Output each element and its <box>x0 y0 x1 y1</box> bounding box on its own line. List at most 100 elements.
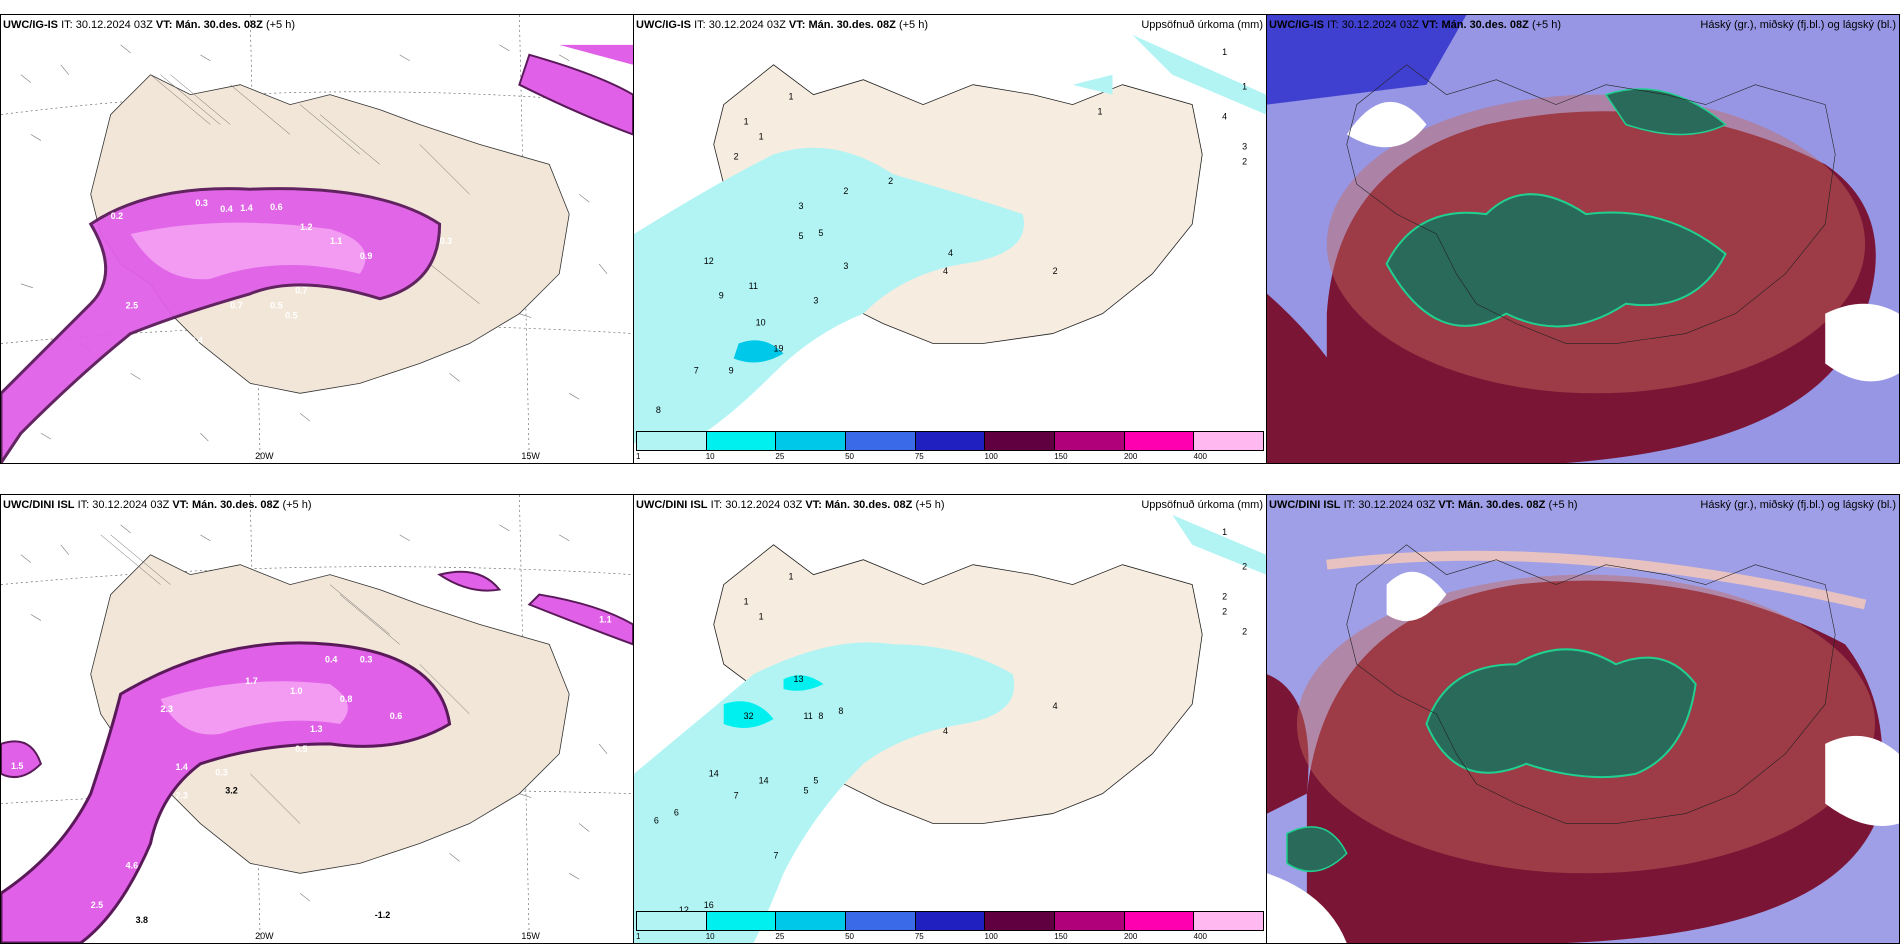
wind-label: 0.2 <box>111 211 123 221</box>
panel-bottom-right: UWC/DINI ISL IT: 30.12.2024 03Z VT: Mán.… <box>1266 494 1900 944</box>
colorbar-tick: 1 <box>636 452 641 461</box>
wind-label: 3.8 <box>136 915 148 925</box>
precip-label: 9 <box>719 291 724 301</box>
precip-label: 2 <box>734 151 739 161</box>
colorbar-tick: 400 <box>1193 932 1208 941</box>
precip-label: 11 <box>803 711 812 721</box>
wind-label: 0.3 <box>215 768 227 778</box>
wind-label: 1.7 <box>245 676 257 686</box>
colorbar-tick: 25 <box>775 932 785 941</box>
precip-label: 5 <box>803 786 808 796</box>
precip-label: 11 <box>749 281 758 291</box>
colorbar-tick: 50 <box>845 932 855 941</box>
wind-label: 0.4 <box>460 112 472 122</box>
precip-label: 1 <box>1098 107 1103 117</box>
panel-top-left: 0.3 0.4 1.4 0.6 1.2 1.1 0.9 0.3 0.7 0.5 … <box>0 14 634 464</box>
precip-label: 1 <box>759 131 764 141</box>
colorbar-segment <box>637 432 707 450</box>
lon-label: 20W <box>255 451 274 461</box>
cloud-cover-map <box>1267 495 1899 943</box>
precip-label: 13 <box>793 674 803 684</box>
lon-label: 15W <box>521 931 540 941</box>
colorbar-segment <box>846 432 916 450</box>
precip-label: 5 <box>813 776 818 786</box>
panel-right-title: Uppsöfnuð úrkoma (mm) <box>1141 19 1263 31</box>
panel-right-title: Háský (gr.), miðský (fj.bl.) og lágský (… <box>1700 499 1896 511</box>
lon-label: 15W <box>521 451 540 461</box>
colorbar-tick: 200 <box>1123 932 1138 941</box>
colorbar-tick: 50 <box>845 452 855 461</box>
wind-label: 1.3 <box>310 724 322 734</box>
precip-label: 4 <box>948 248 953 258</box>
colorbar-segment <box>706 912 777 930</box>
wind-label: 1.0 <box>290 686 302 696</box>
panel-header: UWC/IG-IS IT: 30.12.2024 03Z VT: Mán. 30… <box>636 19 928 31</box>
precip-label: 32 <box>744 711 754 721</box>
precip-label: 12 <box>679 905 689 915</box>
precip-label: 3 <box>843 261 848 271</box>
precip-label: 3 <box>813 296 818 306</box>
wind-label: 1.4 <box>240 203 252 213</box>
precip-label: 7 <box>694 365 699 375</box>
wind-label: 3.1 <box>160 825 172 835</box>
precip-label: 2 <box>1242 626 1247 636</box>
colorbar-segment <box>985 432 1056 450</box>
colorbar-tick: 75 <box>914 452 924 461</box>
precip-label: 8 <box>656 405 661 415</box>
precip-label: 5 <box>818 228 823 238</box>
precip-label: 1 <box>744 117 749 127</box>
colorbar-segment <box>706 432 777 450</box>
precip-label: 1 <box>1222 47 1227 57</box>
wind-label: -1.2 <box>375 910 390 920</box>
colorbar <box>636 911 1264 931</box>
colorbar-segment <box>915 912 986 930</box>
panel-top-right: UWC/IG-IS IT: 30.12.2024 03Z VT: Mán. 30… <box>1266 14 1900 464</box>
wind-label: 0.5 <box>295 744 307 754</box>
wind-label: 5.8 <box>136 880 148 890</box>
wind-label: 0.5 <box>285 311 297 321</box>
precip-label: 8 <box>838 706 843 716</box>
wind-label: 1.4 <box>175 762 187 772</box>
precip-label: 4 <box>1053 701 1058 711</box>
panel-top-middle: 1 1 1 2 2 2 3 3 3 4 4 5 5 7 8 9 9 10 11 … <box>633 14 1267 464</box>
wind-label: 0.4 <box>220 204 232 214</box>
wind-label: 3.4 <box>160 840 172 850</box>
precip-label: 16 <box>704 900 714 910</box>
colorbar-segment <box>985 912 1056 930</box>
wind-label: 0.7 <box>230 301 242 311</box>
wind-label: 0.6 <box>390 711 402 721</box>
wind-label: 1.1 <box>599 614 611 624</box>
wind-label: 0.3 <box>195 198 207 208</box>
wind-label: 0.3 <box>360 654 372 664</box>
wind-label: 0.6 <box>76 452 88 462</box>
precip-label: 1 <box>759 611 764 621</box>
colorbar-tick: 150 <box>1054 452 1068 461</box>
wind-label: 0.9 <box>360 251 372 261</box>
wind-label: 3.2 <box>225 786 237 796</box>
colorbar-tick: 75 <box>914 932 924 941</box>
precip-label: 3 <box>798 201 803 211</box>
wind-label: 0.3 <box>440 236 452 246</box>
colorbar-tick: 200 <box>1123 452 1138 461</box>
colorbar-tick: 400 <box>1193 452 1208 461</box>
precip-label: 9 <box>729 365 734 375</box>
colorbar-segment <box>1055 432 1125 450</box>
panel-right-title: Uppsöfnuð úrkoma (mm) <box>1141 499 1263 511</box>
precip-label: 14 <box>709 769 719 779</box>
panel-header: UWC/DINI ISL IT: 30.12.2024 03Z VT: Mán.… <box>1269 499 1578 511</box>
colorbar-segment <box>846 912 916 930</box>
wind-label: 2.5 <box>91 900 103 910</box>
wind-label: 3.5 <box>49 440 61 450</box>
precip-label: 2 <box>1242 562 1247 572</box>
precip-label: 3 <box>1242 141 1247 151</box>
wind-gust-map: 0.4 0.3 1.7 1.0 0.8 0.6 1.3 0.5 2.3 1.4 … <box>1 495 633 943</box>
precip-label: 19 <box>774 344 784 354</box>
precip-label: 5 <box>798 231 803 241</box>
colorbar <box>636 431 1264 451</box>
wind-label: 1.1 <box>330 236 342 246</box>
colorbar-tick: 25 <box>775 452 785 461</box>
panel-right-title: Háský (gr.), miðský (fj.bl.) og lágský (… <box>1700 19 1896 31</box>
precip-label: 6 <box>654 816 659 826</box>
panel-bottom-left: 0.4 0.3 1.7 1.0 0.8 0.6 1.3 0.5 2.3 1.4 … <box>0 494 634 944</box>
precip-label: 2 <box>1053 266 1058 276</box>
